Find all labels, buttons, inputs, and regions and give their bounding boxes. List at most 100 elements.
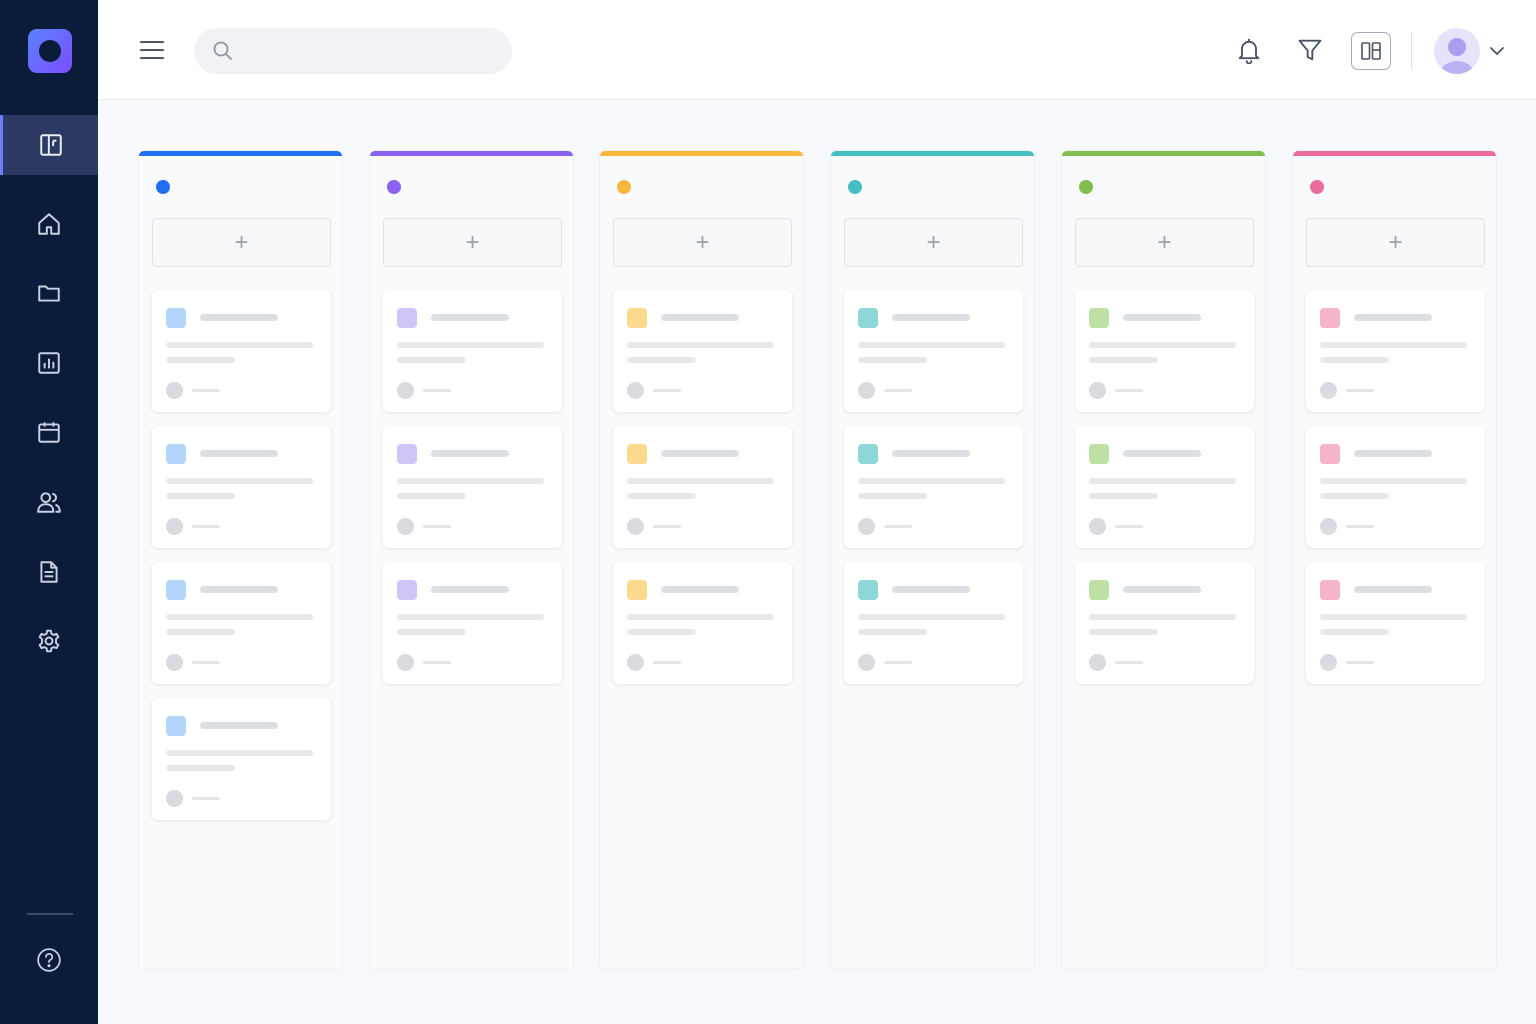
task-card[interactable] xyxy=(383,426,562,548)
card-title-placeholder xyxy=(200,450,278,457)
column-color-bar xyxy=(139,151,342,156)
board-column: + xyxy=(830,150,1035,970)
users-icon xyxy=(37,492,61,513)
task-card[interactable] xyxy=(1306,426,1485,548)
topbar xyxy=(98,0,1536,100)
add-card-button[interactable]: + xyxy=(1306,218,1485,267)
task-card[interactable] xyxy=(152,290,331,412)
sidebar-item-reports[interactable] xyxy=(0,333,98,393)
card-text-placeholder xyxy=(1089,342,1236,348)
toolbar-separator xyxy=(1411,32,1412,70)
gear-icon xyxy=(38,629,60,653)
card-title-placeholder xyxy=(200,314,278,321)
sidebar-item-folder[interactable] xyxy=(0,263,98,323)
column-status-dot xyxy=(1079,180,1093,194)
task-card[interactable] xyxy=(844,426,1023,548)
card-assignee-avatar xyxy=(858,518,875,535)
card-meta-placeholder xyxy=(192,389,220,392)
card-text-placeholder xyxy=(1089,629,1158,635)
task-card[interactable] xyxy=(844,290,1023,412)
sidebar-item-home[interactable] xyxy=(0,194,98,254)
card-meta-placeholder xyxy=(884,661,912,664)
task-card[interactable] xyxy=(1306,290,1485,412)
card-assignee-avatar xyxy=(1320,654,1337,671)
add-card-button[interactable]: + xyxy=(613,218,792,267)
card-tag-chip xyxy=(166,716,186,736)
card-tag-chip xyxy=(1089,580,1109,600)
sidebar-item-documents[interactable] xyxy=(0,542,98,602)
board-icon xyxy=(39,134,62,156)
task-card[interactable] xyxy=(1075,426,1254,548)
task-card[interactable] xyxy=(613,426,792,548)
add-card-button[interactable]: + xyxy=(1075,218,1254,267)
card-tag-chip xyxy=(858,580,878,600)
card-assignee-avatar xyxy=(1320,518,1337,535)
task-card[interactable] xyxy=(152,426,331,548)
notifications-button[interactable] xyxy=(1233,34,1265,66)
board-column: + xyxy=(369,150,574,970)
card-text-placeholder xyxy=(166,342,313,348)
card-title-placeholder xyxy=(431,314,509,321)
card-assignee-avatar xyxy=(627,382,644,399)
card-tag-chip xyxy=(627,580,647,600)
task-card[interactable] xyxy=(152,562,331,684)
task-card[interactable] xyxy=(383,290,562,412)
add-card-button[interactable]: + xyxy=(383,218,562,267)
card-title-placeholder xyxy=(661,450,739,457)
task-card[interactable] xyxy=(1075,562,1254,684)
column-status-dot xyxy=(848,180,862,194)
board-column: + xyxy=(599,150,804,970)
filter-button[interactable] xyxy=(1294,34,1326,66)
card-text-placeholder xyxy=(627,478,774,484)
card-tag-chip xyxy=(1320,444,1340,464)
sidebar-item-help[interactable] xyxy=(0,930,98,990)
sidebar-item-calendar[interactable] xyxy=(0,402,98,462)
card-text-placeholder xyxy=(858,629,927,635)
card-text-placeholder xyxy=(1089,478,1236,484)
card-text-placeholder xyxy=(1089,493,1158,499)
menu-icon[interactable] xyxy=(138,36,166,64)
card-text-placeholder xyxy=(1089,614,1236,620)
board-column: + xyxy=(1292,150,1497,970)
add-card-button[interactable]: + xyxy=(844,218,1023,267)
sidebar-item-settings[interactable] xyxy=(0,611,98,671)
column-status-dot xyxy=(387,180,401,194)
card-text-placeholder xyxy=(397,357,466,363)
avatar[interactable] xyxy=(1434,28,1480,74)
card-text-placeholder xyxy=(858,342,1005,348)
card-tag-chip xyxy=(166,444,186,464)
layout-toggle-button[interactable] xyxy=(1351,32,1391,70)
task-card[interactable] xyxy=(383,562,562,684)
card-title-placeholder xyxy=(1123,314,1201,321)
column-status-dot xyxy=(1310,180,1324,194)
app-logo[interactable] xyxy=(28,29,72,73)
help-icon xyxy=(37,948,61,972)
card-text-placeholder xyxy=(627,614,774,620)
task-card[interactable] xyxy=(844,562,1023,684)
card-title-placeholder xyxy=(892,586,970,593)
card-meta-placeholder xyxy=(1346,661,1374,664)
sidebar-item-board[interactable] xyxy=(0,115,98,175)
card-text-placeholder xyxy=(627,629,696,635)
card-text-placeholder xyxy=(1320,493,1389,499)
card-title-placeholder xyxy=(661,586,739,593)
task-card[interactable] xyxy=(152,698,331,820)
column-color-bar xyxy=(370,151,573,156)
user-avatar-icon xyxy=(1440,38,1474,74)
card-meta-placeholder xyxy=(423,661,451,664)
card-assignee-avatar xyxy=(858,654,875,671)
card-assignee-avatar xyxy=(166,790,183,807)
task-card[interactable] xyxy=(613,290,792,412)
logo-mark xyxy=(39,40,61,62)
sidebar-item-users[interactable] xyxy=(0,472,98,532)
task-card[interactable] xyxy=(613,562,792,684)
card-text-placeholder xyxy=(1320,478,1467,484)
task-card[interactable] xyxy=(1306,562,1485,684)
chevron-down-icon[interactable] xyxy=(1488,42,1506,60)
column-color-bar xyxy=(1062,151,1265,156)
search-input[interactable] xyxy=(194,28,512,74)
task-card[interactable] xyxy=(1075,290,1254,412)
card-meta-placeholder xyxy=(653,661,681,664)
add-card-button[interactable]: + xyxy=(152,218,331,267)
card-title-placeholder xyxy=(1354,586,1432,593)
